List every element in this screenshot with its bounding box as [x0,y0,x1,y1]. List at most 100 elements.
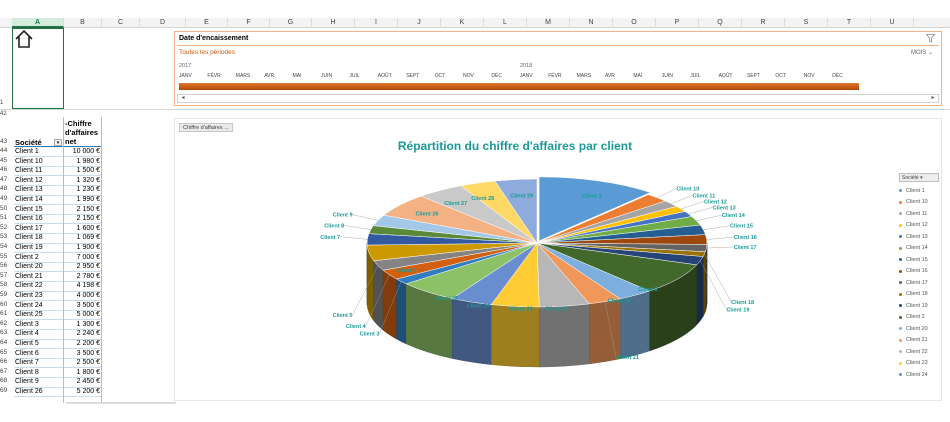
timeline-month-label[interactable]: JUIL [690,73,701,79]
revenue-cell[interactable]: 2 150 € [76,215,100,223]
company-cell[interactable]: Client 1 [15,148,39,155]
column-header[interactable]: Q [699,18,742,28]
revenue-cell[interactable]: 10 000 € [72,148,100,155]
company-cell[interactable]: Client 5 [15,340,39,347]
pie-leader-line[interactable] [688,207,713,215]
revenue-cell[interactable]: 1 069 € [76,234,100,242]
legend-item[interactable]: Client 14 [899,243,939,255]
column-header[interactable]: E [186,18,228,28]
value-field-button[interactable]: Chiffre d'affaires ... [179,123,233,132]
company-cell[interactable]: Client 21 [15,272,43,280]
legend-item[interactable]: Client 12 [899,220,939,232]
timeline-month-label[interactable]: MAI [292,73,302,79]
timeline-month-label[interactable]: FÉVR [548,73,562,79]
column-header[interactable]: B [64,18,102,28]
pie-slice-side[interactable] [539,303,590,368]
timeline-month-label[interactable]: JANV [179,73,192,79]
revenue-cell[interactable]: 2 240 € [76,330,100,338]
revenue-cell[interactable]: 2 500 € [76,359,100,367]
revenue-cell[interactable]: 2 150 € [76,205,100,213]
revenue-cell[interactable]: 1 230 € [76,186,100,194]
column-header[interactable]: T [828,18,871,28]
company-cell[interactable]: Client 23 [15,292,43,299]
timeline-month-label[interactable]: JANV [519,73,533,79]
legend-filter-button[interactable]: Société ▾ [899,173,939,182]
revenue-cell[interactable]: 1 320 € [76,176,100,184]
scroll-right-arrow-icon[interactable]: ▸ [931,95,935,101]
company-cell[interactable]: Client 9 [15,378,39,386]
pie-slice[interactable] [494,178,538,244]
home-icon[interactable] [14,30,34,48]
filter-dropdown-icon[interactable]: ▾ [54,139,62,146]
pie-leader-line[interactable] [706,236,734,240]
column-header[interactable]: U [871,18,914,28]
company-cell[interactable]: Client 2 [15,253,39,261]
revenue-cell[interactable]: 1 990 € [76,196,100,203]
company-cell[interactable]: Client 3 [15,320,39,328]
pie-leader-line[interactable] [703,225,730,231]
scroll-left-arrow-icon[interactable]: ◂ [181,95,185,101]
legend-item[interactable]: Client 22 [899,346,939,358]
revenue-cell[interactable]: 1 980 € [76,157,100,165]
column-header[interactable]: R [742,18,785,28]
selected-cell-range[interactable] [12,28,64,109]
pie-leader-line[interactable] [604,301,617,358]
legend-item[interactable]: Client 19 [899,300,939,312]
column-header[interactable]: S [785,18,828,28]
legend-item[interactable]: Client 15 [899,254,939,266]
horizontal-scrollbar[interactable] [66,402,176,404]
company-cell[interactable]: Client 11 [15,167,43,175]
column-header[interactable]: D [140,18,186,28]
timeline-month-label[interactable]: DÉC [832,73,843,79]
pie-slice-side[interactable] [382,269,397,340]
pie-leader-line[interactable] [700,260,727,310]
column-header[interactable]: I [355,18,398,28]
timeline-month-label[interactable]: AVR [264,73,275,79]
company-cell[interactable]: Client 8 [15,368,39,376]
pie-leader-line[interactable] [704,254,732,303]
company-cell[interactable]: Client 16 [15,215,43,223]
revenue-cell[interactable]: 1 500 € [76,167,100,175]
pie-slice-side[interactable] [702,251,706,318]
company-cell[interactable]: Client 26 [15,388,43,395]
revenue-cell[interactable]: 2 450 € [76,378,100,386]
company-cell[interactable]: Client 25 [15,311,43,319]
timeline-month-label[interactable]: MARS [235,73,251,79]
company-cell[interactable]: Client 22 [15,282,43,290]
revenue-cell[interactable]: 2 950 € [76,263,100,271]
revenue-cell[interactable]: 3 500 € [76,349,100,357]
timeline-month-label[interactable]: JUIN [321,73,333,79]
timeline-month-label[interactable]: AOÛT [718,73,733,79]
pie-slice[interactable] [538,176,652,242]
timeline-month-label[interactable]: OCT [775,73,786,79]
column-header[interactable]: O [613,18,656,28]
revenue-cell[interactable]: 4 000 € [76,292,100,299]
legend-item[interactable]: Client 16 [899,266,939,278]
pie-leader-line[interactable] [344,225,371,230]
timeline-month-label[interactable]: MAI [633,73,643,79]
timeline-month-label[interactable]: NOV [803,73,815,79]
clear-filter-icon[interactable] [926,34,935,43]
revenue-cell[interactable]: 5 200 € [76,388,100,395]
timeline-month-label[interactable]: JUIN [661,73,673,79]
revenue-cell[interactable]: 3 500 € [76,301,100,309]
timeline-month-label[interactable]: AOÛT [377,73,392,79]
revenue-cell[interactable]: 1 600 € [76,224,100,232]
legend-item[interactable]: Client 10 [899,197,939,209]
legend-item[interactable]: Client 18 [899,289,939,301]
timeline-month-label[interactable]: JUIL [349,73,360,79]
timeline-month-label[interactable]: SEPT [747,73,761,79]
column-header[interactable]: N [570,18,613,28]
revenue-cell[interactable]: 5 000 € [76,311,100,319]
pie-leader-line[interactable] [671,195,693,204]
column-header[interactable]: M [527,18,570,28]
company-cell[interactable]: Client 6 [15,349,39,357]
legend-item[interactable]: Client 13 [899,231,939,243]
timeline-month-label[interactable]: MARS [576,73,592,79]
timeline-month-label[interactable]: FÉVR [207,73,221,79]
company-cell[interactable]: Client 24 [15,301,43,309]
timeline-level-select[interactable]: MOIS ⌄ [911,49,933,56]
legend-item[interactable]: Client 17 [899,277,939,289]
timeline-month-label[interactable]: NOV [463,73,474,79]
pie-leader-line[interactable] [379,281,402,334]
